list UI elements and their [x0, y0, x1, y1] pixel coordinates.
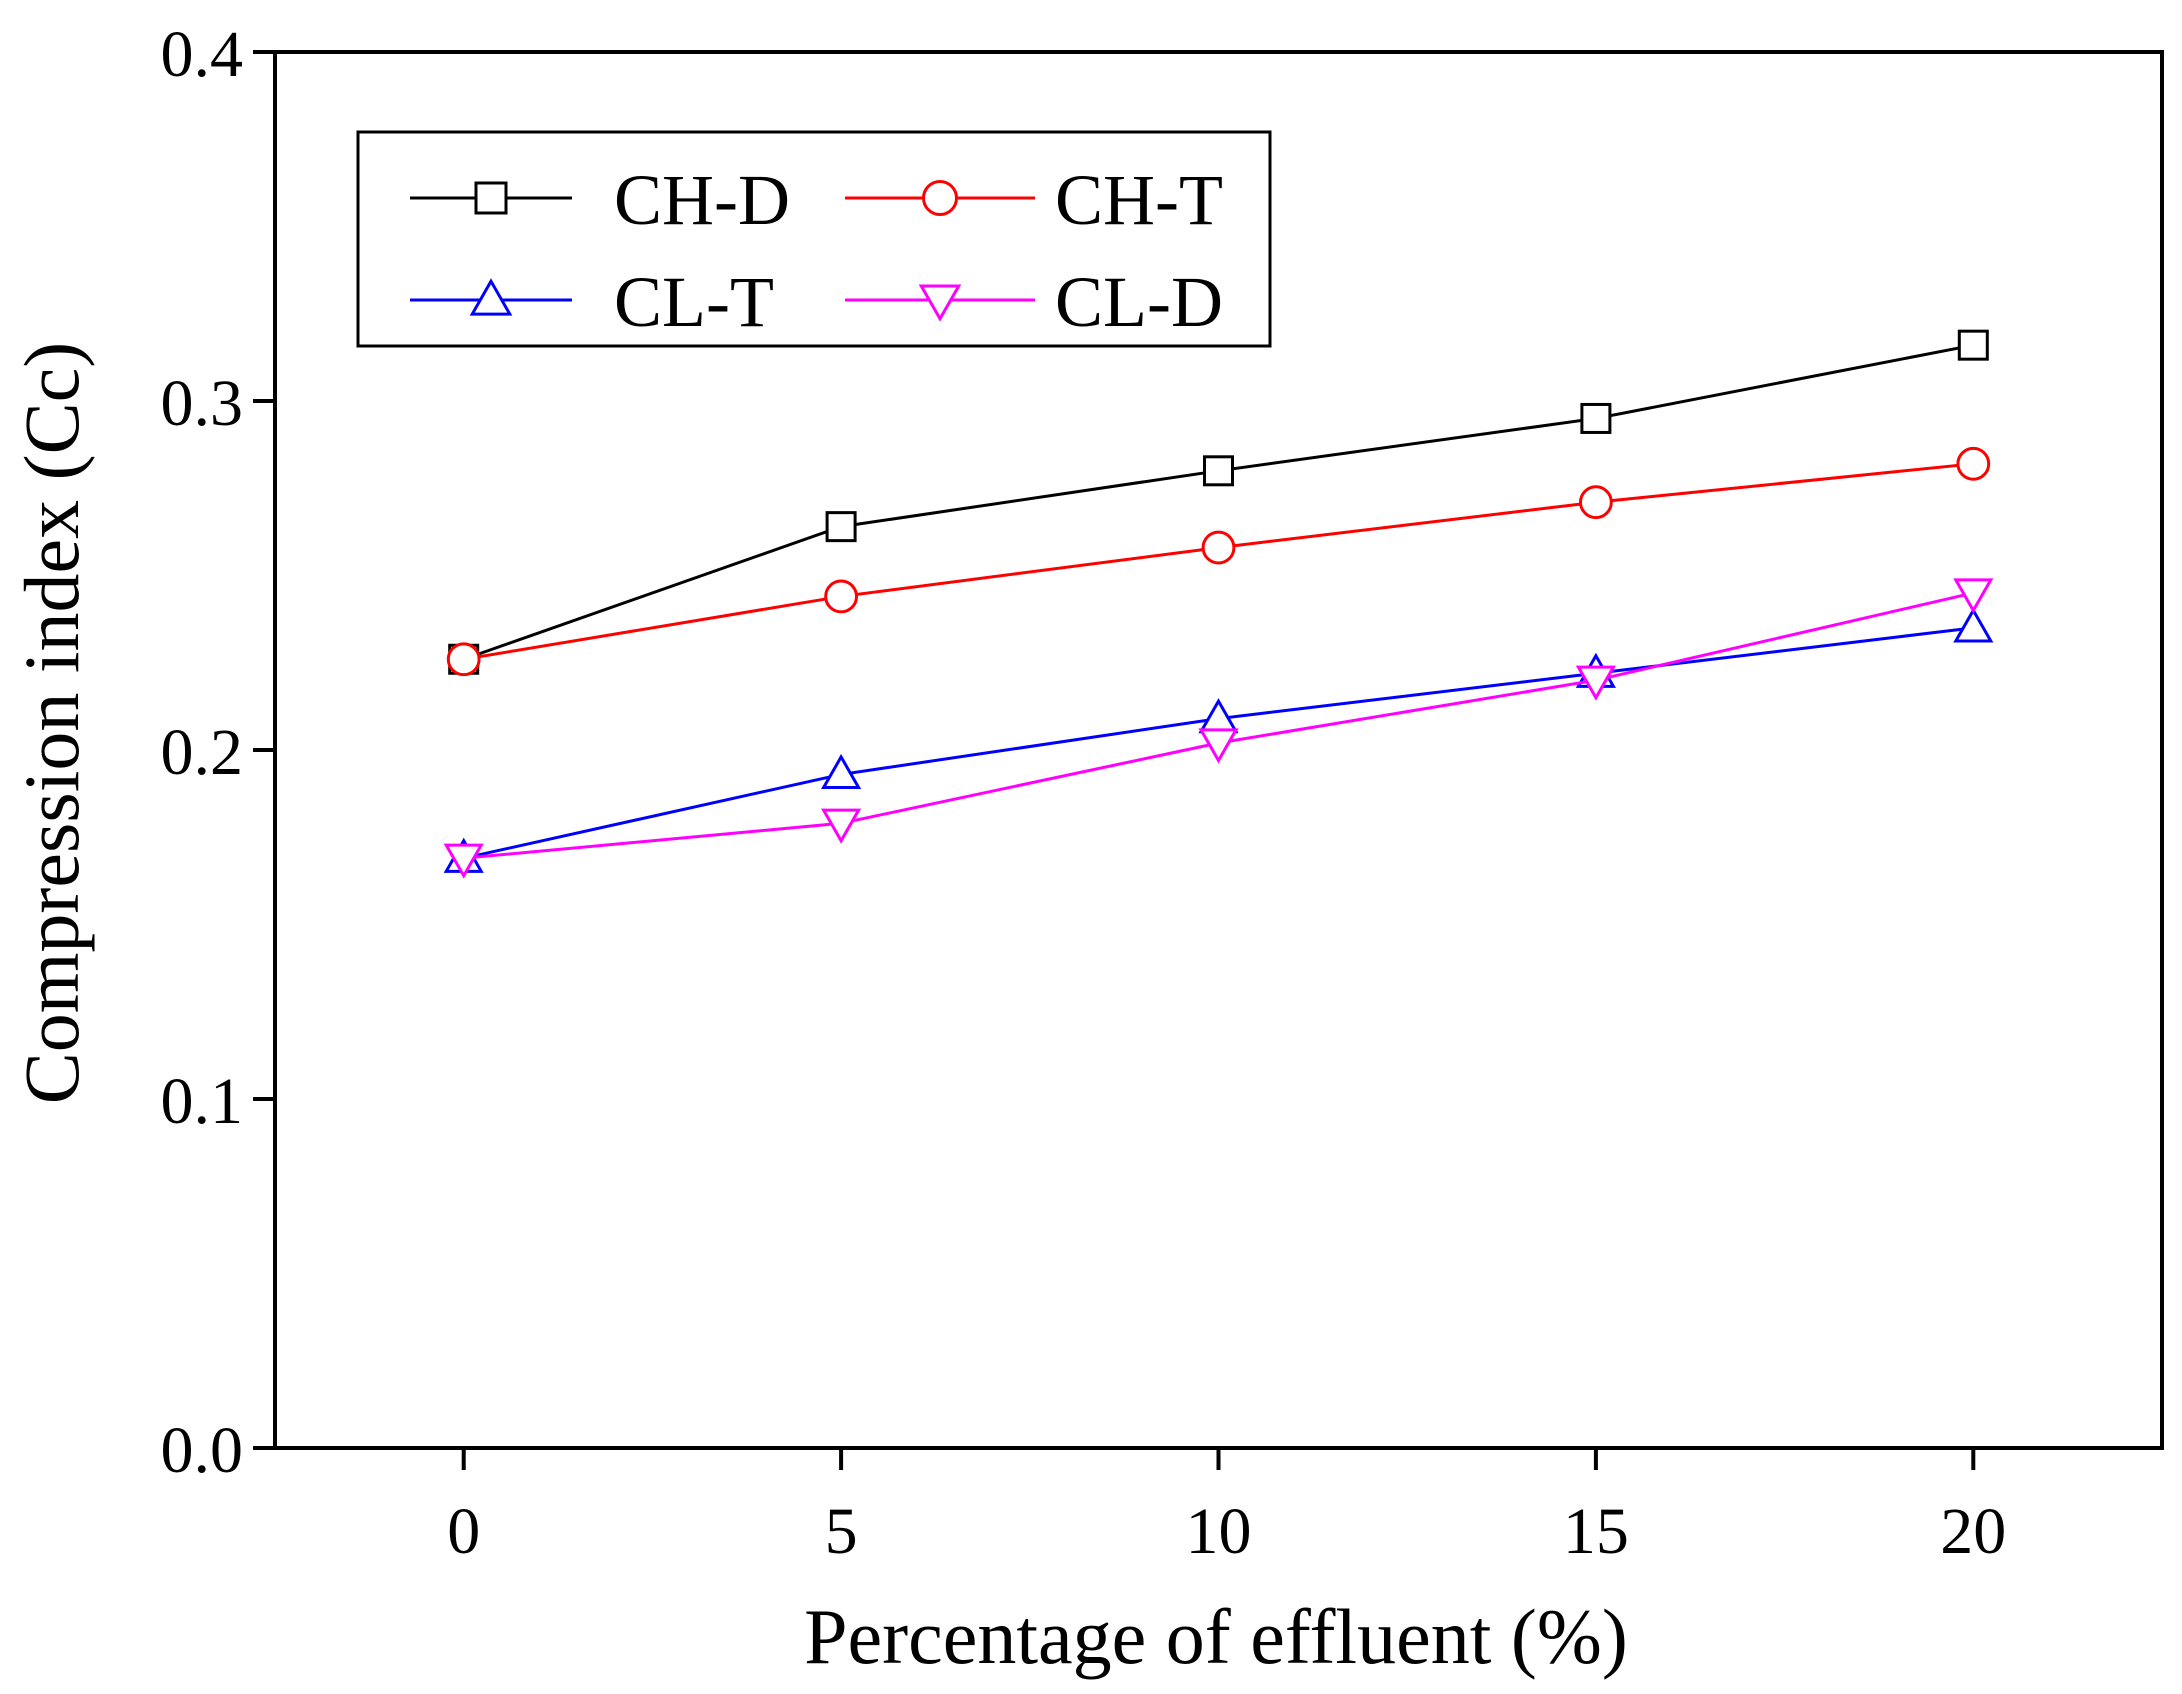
- y-tick-label: 0.2: [161, 716, 244, 789]
- legend-label-cl-d: CL-D: [1055, 262, 1223, 342]
- y-tick-label: 0.1: [161, 1065, 244, 1138]
- series-line-ch-d: [463, 343, 1974, 661]
- data-point-cl-d: [821, 808, 862, 844]
- y-tick-label: 0.3: [161, 367, 244, 440]
- data-point-ch-d: [825, 511, 857, 543]
- y-tick-label: 0.0: [161, 1414, 244, 1487]
- data-point-cl-d: [1198, 728, 1239, 764]
- legend-entry-cl-d: CL-D: [845, 262, 1223, 342]
- data-point-cl-t: [1953, 607, 1994, 643]
- x-tick-label: 15: [1563, 1495, 1629, 1568]
- data-point-cl-d: [443, 843, 484, 879]
- x-tick-label: 10: [1186, 1495, 1252, 1568]
- data-point-ch-d: [1580, 402, 1612, 434]
- legend-entry-ch-d: CH-D: [410, 160, 790, 240]
- x-axis-title: Percentage of effluent (%): [804, 1593, 1628, 1680]
- data-point-cl-d: [1575, 665, 1616, 701]
- legend-marker-ch-t: [922, 180, 958, 216]
- data-point-ch-t: [446, 642, 481, 677]
- legend-entry-cl-t: CL-T: [410, 262, 774, 342]
- legend: CH-D CH-T CL-T CL-D: [356, 130, 1272, 348]
- x-tick-label: 5: [825, 1495, 858, 1568]
- x-tick-label: 0: [447, 1495, 480, 1568]
- legend-marker-cl-t: [469, 278, 513, 316]
- legend-label-ch-d: CH-D: [614, 160, 790, 240]
- legend-entry-ch-t: CH-T: [845, 160, 1223, 240]
- axes: 0 5 10 15 20 0.0 0.1 0.2 0.3 0.4: [161, 18, 2164, 1568]
- y-axis-title: Compression index (Cc): [8, 342, 95, 1105]
- data-point-cl-d: [1953, 578, 1994, 614]
- data-point-cl-t: [821, 753, 862, 790]
- y-tick-label: 0.4: [161, 18, 244, 91]
- data-point-ch-d: [1203, 455, 1234, 487]
- series-cl-d: [443, 578, 1994, 879]
- data-point-ch-t: [1956, 446, 1991, 481]
- legend-box: [356, 130, 1272, 348]
- series-layer: [443, 329, 1994, 879]
- series-ch-t: [446, 446, 1991, 677]
- data-point-ch-t: [824, 579, 858, 614]
- legend-marker-cl-d: [918, 284, 962, 322]
- data-point-ch-t: [1201, 530, 1236, 565]
- data-point-ch-d: [1957, 329, 1989, 361]
- legend-label-ch-t: CH-T: [1055, 160, 1223, 240]
- legend-label-cl-t: CL-T: [614, 262, 774, 342]
- data-point-ch-t: [1579, 485, 1613, 520]
- legend-marker-ch-d: [474, 181, 508, 215]
- x-tick-label: 20: [1940, 1495, 2006, 1568]
